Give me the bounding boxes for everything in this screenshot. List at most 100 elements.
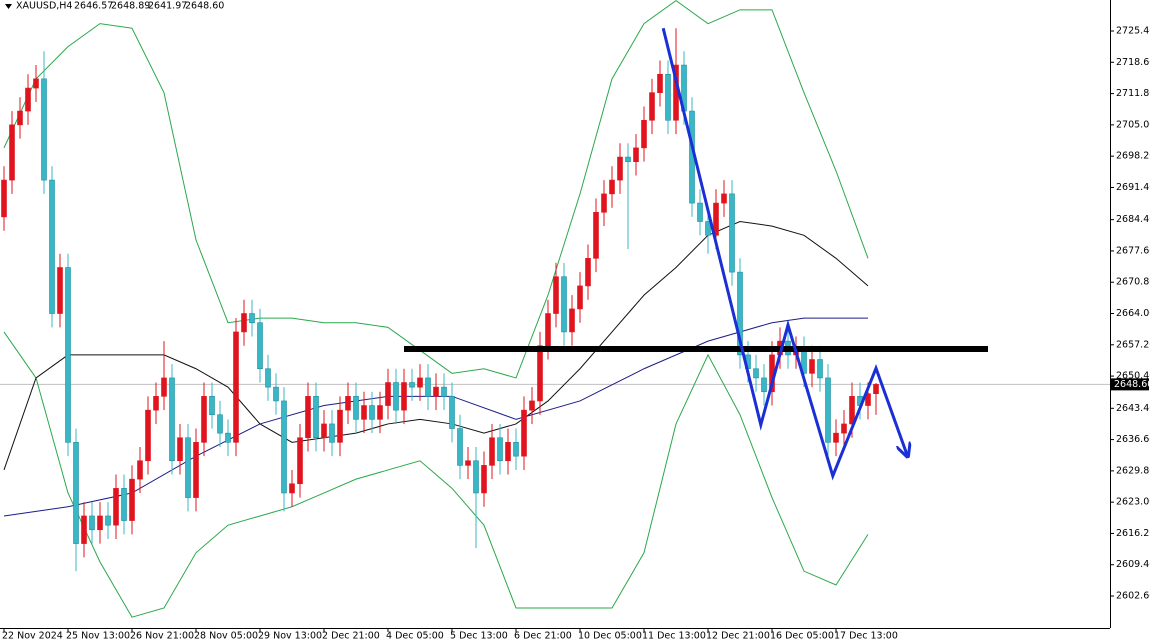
candle-body: [481, 465, 487, 494]
y-tick-label: 2602.60: [1116, 591, 1150, 602]
y-tick-label: 2711.80: [1116, 88, 1150, 99]
candle-body: [537, 345, 543, 402]
y-tick-label: 2609.40: [1116, 559, 1150, 570]
y-tick-label: 2698.20: [1116, 151, 1150, 162]
candle-body: [385, 382, 391, 406]
candle-body: [137, 460, 143, 480]
candle-body: [641, 119, 647, 149]
candle-body: [233, 331, 239, 443]
candle-body: [177, 437, 183, 462]
candle-body: [705, 221, 711, 236]
candle-body: [417, 377, 423, 388]
candle-body: [201, 396, 207, 443]
candle-body: [321, 423, 327, 439]
candle-body: [753, 368, 759, 379]
candle-body: [337, 409, 343, 443]
x-tick-label: 16 Dec 05:00: [770, 631, 834, 641]
candle-body: [561, 276, 567, 333]
y-tick-label: 2691.40: [1116, 182, 1150, 193]
candle-body: [225, 432, 231, 443]
candle-body: [825, 377, 831, 443]
candle-body: [521, 409, 527, 457]
candle-body: [129, 478, 135, 521]
candle-body: [121, 488, 127, 521]
candle-body: [25, 87, 31, 112]
candle-body: [401, 382, 407, 411]
candle-body: [97, 515, 103, 531]
candle-body: [145, 409, 151, 462]
candle-body: [217, 414, 223, 434]
x-tick-label: 4 Dec 05:00: [386, 631, 444, 641]
candle-body: [809, 359, 815, 374]
y-tick-label: 2650.40: [1116, 371, 1150, 382]
candle-body: [409, 382, 415, 388]
candle-body: [545, 313, 551, 347]
y-tick-label: 2677.60: [1116, 245, 1150, 256]
candle-body: [473, 460, 479, 494]
candle-body: [153, 396, 159, 411]
candle-body: [105, 515, 111, 526]
current-price-label: 2648.60: [1114, 379, 1150, 390]
candle-body: [57, 267, 63, 314]
y-tick-label: 2684.40: [1116, 214, 1150, 225]
candle-body: [817, 359, 823, 379]
candle-body: [241, 313, 247, 333]
x-tick-label: 2 Dec 21:00: [322, 631, 380, 641]
candle-body: [649, 92, 655, 121]
candle-body: [849, 396, 855, 425]
candle-body: [585, 258, 591, 287]
candle-body: [497, 437, 503, 462]
candle-body: [697, 202, 703, 222]
candle-body: [761, 377, 767, 393]
candle-body: [369, 405, 375, 420]
forecast-path: [661, 27, 907, 481]
x-tick-label: 25 Nov 13:00: [66, 631, 130, 641]
y-tick-label: 2705.00: [1116, 119, 1150, 130]
candle-body: [665, 73, 671, 121]
candle-body: [609, 179, 615, 195]
candle-body: [489, 437, 495, 466]
candle-body: [329, 423, 335, 443]
indicator-line: [3, 331, 869, 618]
candle-body: [345, 396, 351, 411]
candle-body: [289, 483, 295, 494]
header-value: 2648.60: [185, 1, 224, 12]
candle-body: [425, 377, 431, 397]
candle-body: [505, 442, 511, 462]
candle-body: [833, 432, 839, 443]
candle-body: [265, 368, 271, 388]
candle-body: [513, 442, 519, 457]
x-tick-label: 29 Nov 13:00: [258, 631, 322, 641]
candle-body: [457, 428, 463, 466]
symbol-menu-icon[interactable]: [5, 4, 12, 9]
x-tick-label: 17 Dec 13:00: [834, 631, 898, 641]
candle-body: [393, 382, 399, 411]
y-tick-label: 2629.80: [1116, 465, 1150, 476]
x-tick-label: 26 Nov 21:00: [130, 631, 194, 641]
candle-body: [377, 405, 383, 420]
candle-body: [441, 386, 447, 397]
y-tick-label: 2657.20: [1116, 339, 1150, 350]
candle-body: [433, 386, 439, 397]
candle-body: [185, 437, 191, 498]
candle-body: [577, 285, 583, 310]
candle-body: [313, 396, 319, 439]
candle-body: [353, 396, 359, 420]
candle-body: [729, 193, 735, 273]
candle-body: [465, 460, 471, 466]
candle-body: [657, 73, 663, 93]
header-value: 2648.89: [111, 1, 150, 12]
y-tick-label: 2718.60: [1116, 57, 1150, 68]
x-tick-label: 12 Dec 21:00: [706, 631, 770, 641]
candle-body: [281, 400, 287, 494]
candle-body: [113, 488, 119, 526]
indicator-line: [3, 0, 869, 379]
x-tick-label: 6 Dec 21:00: [514, 631, 572, 641]
candle-body: [297, 437, 303, 485]
x-tick-label: 28 Nov 05:00: [194, 631, 258, 641]
candle-body: [33, 78, 39, 89]
y-tick-label: 2725.40: [1116, 26, 1150, 37]
symbol: XAUUSD,H4: [16, 1, 72, 12]
